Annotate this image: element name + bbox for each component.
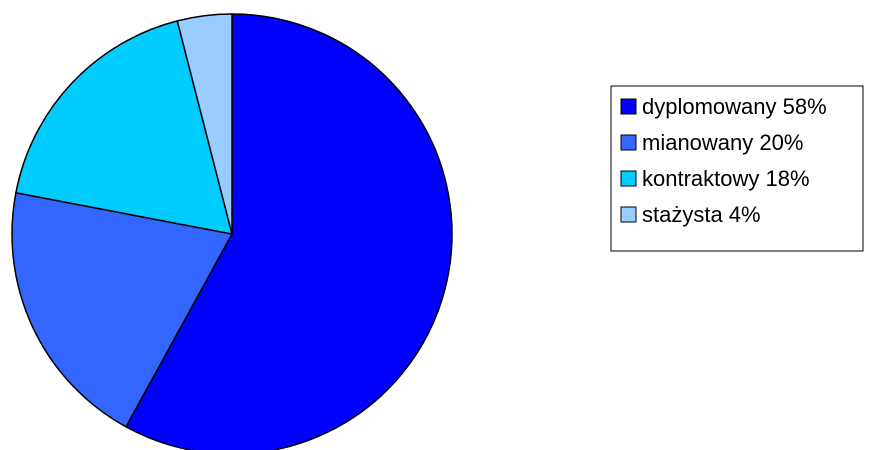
legend-swatch-3 — [621, 171, 636, 186]
legend-item-1: dyplomowany 58% — [621, 94, 827, 119]
legend-swatch-2 — [621, 135, 636, 150]
legend-label-4: stażysta 4% — [642, 202, 761, 227]
legend-item-2: mianowany 20% — [621, 130, 803, 155]
legend-label-3: kontraktowy 18% — [642, 166, 810, 191]
legend-item-3: kontraktowy 18% — [621, 166, 810, 191]
pie-slices — [12, 14, 452, 450]
legend-item-4: stażysta 4% — [621, 202, 761, 227]
legend-swatch-4 — [621, 207, 636, 222]
legend-swatch-1 — [621, 99, 636, 114]
legend-label-1: dyplomowany 58% — [642, 94, 827, 119]
legend: dyplomowany 58% mianowany 20% kontraktowy … — [611, 86, 863, 251]
legend-label-2: mianowany 20% — [642, 130, 803, 155]
